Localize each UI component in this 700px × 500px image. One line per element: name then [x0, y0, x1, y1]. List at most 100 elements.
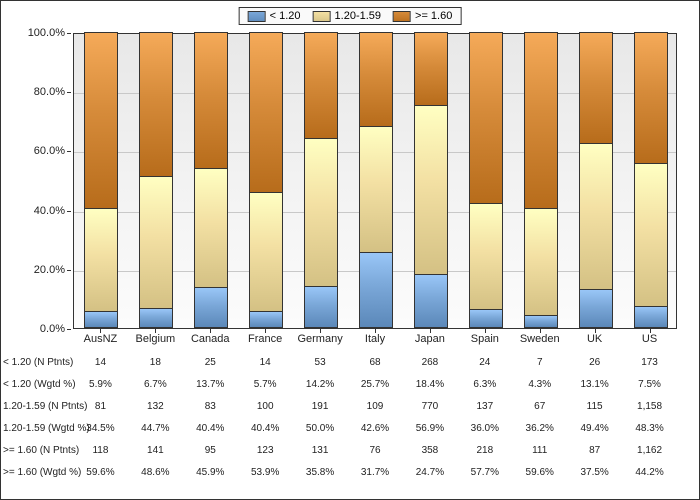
table-cell: 24.7%: [416, 467, 444, 478]
bar-segment: [139, 176, 173, 308]
table-cell: 40.4%: [251, 423, 279, 434]
table-cell: 37.5%: [580, 467, 608, 478]
table-cell: 14.2%: [306, 379, 334, 390]
table-cell: 68: [369, 357, 380, 368]
bar-segment: [249, 311, 283, 328]
table-cell: 25: [205, 357, 216, 368]
table-cell: 173: [641, 357, 658, 368]
y-tick-label: 80.0%: [34, 86, 65, 98]
legend-swatch-ge160: [393, 11, 411, 22]
bar-slot: [634, 34, 668, 328]
table-cell: 14: [260, 357, 271, 368]
table-cell: 109: [367, 401, 384, 412]
table-cell: 44.2%: [635, 467, 663, 478]
table-cell: 57.7%: [471, 467, 499, 478]
bar-segment: [84, 311, 118, 328]
table-cell: 4.3%: [528, 379, 551, 390]
x-tick-label: Sweden: [520, 333, 560, 345]
bar-segment: [469, 32, 503, 203]
table-cell: 49.4%: [580, 423, 608, 434]
table-cell: 56.9%: [416, 423, 444, 434]
table-cell: 115: [587, 401, 603, 412]
table-cell: 48.6%: [141, 467, 169, 478]
table-cell: 13.7%: [196, 379, 224, 390]
bar-segment: [579, 143, 613, 289]
table-cell: 137: [476, 401, 493, 412]
y-tick-label: 60.0%: [34, 145, 65, 157]
table-cell: 24: [479, 357, 490, 368]
table-cell: 18: [150, 357, 161, 368]
legend-swatch-lt120: [248, 11, 266, 22]
x-tick-label: Canada: [191, 333, 230, 345]
y-tick-label: 100.0%: [28, 27, 65, 39]
table-cell: 31.7%: [361, 467, 389, 478]
table-cell: 358: [422, 445, 439, 456]
table-cell: 53: [315, 357, 326, 368]
bar-segment: [524, 208, 558, 315]
bar-slot: [579, 34, 613, 328]
bar-segment: [579, 32, 613, 143]
x-tick-label: Japan: [415, 333, 445, 345]
stacked-bar: [579, 32, 613, 328]
table-cell: 50.0%: [306, 423, 334, 434]
bar-segment: [84, 208, 118, 310]
table-cell: 35.8%: [306, 467, 334, 478]
table-cell: 14: [95, 357, 106, 368]
bar-slot: [524, 34, 558, 328]
bar-segment: [359, 126, 393, 252]
y-tick-label: 40.0%: [34, 205, 65, 217]
bar-segment: [579, 289, 613, 328]
x-tick-label: Italy: [365, 333, 385, 345]
table-cell: 770: [422, 401, 439, 412]
table-cell: 13.1%: [580, 379, 608, 390]
table-cell: 191: [312, 401, 329, 412]
table-cell: 111: [532, 445, 547, 456]
legend-label: < 1.20: [270, 10, 301, 22]
table-cell: 59.6%: [526, 467, 554, 478]
table-row-label: < 1.20 (N Ptnts): [3, 357, 103, 368]
stacked-bar: [414, 32, 448, 328]
bar-segment: [634, 32, 668, 163]
table-cell: 87: [589, 445, 600, 456]
bar-segment: [414, 32, 448, 105]
stacked-bar: [249, 32, 283, 328]
bar-segment: [194, 32, 228, 168]
table-cell: 5.9%: [89, 379, 112, 390]
chart-container: < 1.20 1.20-1.59 >= 1.60 0.0%20.0%40.0%6…: [0, 0, 700, 500]
x-tick-label: Spain: [471, 333, 499, 345]
bar-segment: [139, 32, 173, 176]
stacked-bar: [634, 32, 668, 328]
table-cell: 45.9%: [196, 467, 224, 478]
bar-segment: [414, 274, 448, 328]
table-row-label: >= 1.60 (N Ptnts): [3, 445, 103, 456]
table-cell: 7.5%: [638, 379, 661, 390]
table-cell: 5.7%: [254, 379, 277, 390]
y-axis: 0.0%20.0%40.0%60.0%80.0%100.0%: [1, 33, 71, 329]
bar-slot: [249, 34, 283, 328]
bar-segment: [524, 315, 558, 328]
x-tick-label: US: [642, 333, 657, 345]
bar-slot: [359, 34, 393, 328]
bar-segment: [194, 168, 228, 288]
bar-segment: [634, 163, 668, 306]
table-cell: 48.3%: [635, 423, 663, 434]
table-cell: 218: [476, 445, 493, 456]
bar-slot: [84, 34, 118, 328]
table-cell: 131: [312, 445, 329, 456]
bar-slot: [469, 34, 503, 328]
bar-segment: [359, 252, 393, 328]
bar-slot: [194, 34, 228, 328]
legend-swatch-mid: [313, 11, 331, 22]
plot-area: [73, 33, 677, 329]
table-cell: 36.2%: [526, 423, 554, 434]
bar-segment: [359, 32, 393, 126]
table-cell: 123: [257, 445, 274, 456]
legend-item: < 1.20: [248, 10, 301, 22]
x-tick-label: UK: [587, 333, 602, 345]
stacked-bar: [84, 32, 118, 328]
legend-item: >= 1.60: [393, 10, 452, 22]
table-cell: 1,158: [637, 401, 662, 412]
x-tick-label: Germany: [297, 333, 342, 345]
bar-segment: [304, 138, 338, 286]
table-cell: 40.4%: [196, 423, 224, 434]
